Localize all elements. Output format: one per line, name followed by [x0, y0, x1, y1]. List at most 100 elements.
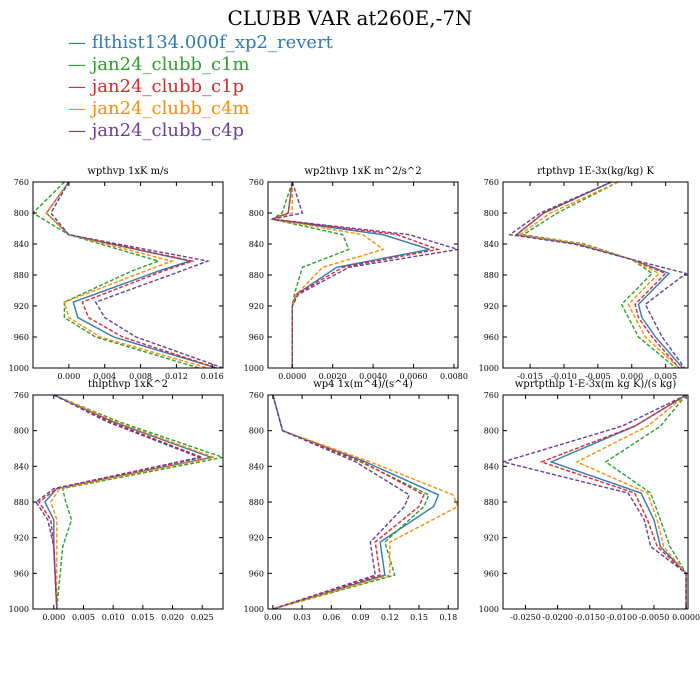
x-tick-label: 0.0080 — [440, 372, 468, 381]
x-tick-label: -0.015 — [517, 372, 543, 381]
y-tick-label: 760 — [249, 178, 264, 187]
legend-item-c4p: — jan24_clubb_c4p — [68, 120, 333, 142]
x-tick-label: 0.00 — [264, 613, 282, 622]
panel-title: wprtpthlp 1-E-3x(m kg K)/(s kg) — [515, 379, 677, 390]
y-tick-label: 760 — [14, 391, 29, 400]
y-tick-label: 840 — [249, 462, 264, 471]
y-tick-label: 920 — [249, 302, 264, 311]
series-line — [272, 395, 425, 609]
y-tick-label: 840 — [14, 462, 29, 471]
series-line — [539, 395, 687, 609]
y-tick-label: 840 — [14, 240, 29, 249]
panel-title: wp4 1x(m^4)/(s^4) — [313, 379, 413, 390]
x-tick-label: 0.000 — [620, 372, 643, 381]
y-tick-label: 960 — [484, 569, 499, 578]
y-tick-label: 880 — [14, 498, 29, 507]
legend-label: — jan24_clubb_c1p — [68, 76, 245, 97]
series-line — [37, 395, 205, 609]
x-tick-label: 0.020 — [161, 613, 184, 622]
x-tick-label: -0.0200 — [542, 613, 573, 622]
series-line — [507, 182, 688, 368]
panel-3: rtpthvp 1E-3x(kg/kg) K 760 800 840 880 920 960… — [479, 166, 689, 381]
x-tick-label: 0.0060 — [400, 372, 428, 381]
figure-title: CLUBB VAR at260E,-7N — [227, 6, 473, 30]
series-line — [271, 182, 441, 368]
x-tick-label: 0.005 — [72, 613, 95, 622]
y-tick-label: 880 — [14, 271, 29, 280]
y-tick-label: 840 — [484, 462, 499, 471]
y-tick-label: 960 — [14, 333, 29, 342]
series-line — [518, 182, 680, 368]
series-line — [270, 182, 350, 368]
series-line — [50, 395, 217, 609]
x-tick-label: 0.15 — [410, 613, 428, 622]
x-tick-label: 0.004 — [93, 372, 116, 381]
y-tick-label: 960 — [14, 569, 29, 578]
panel-1: wpthvp 1xK m/s 760 800 840 880 920 960 1000 0.00… — [9, 166, 224, 381]
y-tick-label: 960 — [249, 333, 264, 342]
x-tick-label: 0.03 — [293, 613, 311, 622]
panel-title: thlpthvp 1xK^2 — [88, 379, 168, 390]
y-tick-label: 760 — [14, 178, 29, 187]
legend-label: — jan24_clubb_c1m — [68, 54, 250, 75]
y-tick-label: 800 — [249, 427, 264, 436]
plot-frame — [502, 394, 689, 610]
x-tick-label: 0.0000 — [672, 613, 700, 622]
x-tick-label: 0.0020 — [319, 372, 347, 381]
series-line — [271, 182, 430, 368]
x-tick-label: 0.18 — [439, 613, 457, 622]
x-tick-label: 0.012 — [165, 372, 188, 381]
panel-2: wp2thvp 1xK m^2/s^2 760 800 840 880 920 960 100… — [244, 166, 468, 381]
series-line — [45, 182, 208, 368]
x-tick-label: 0.005 — [654, 372, 677, 381]
legend-label: — jan24_clubb_c4p — [68, 120, 245, 141]
y-tick-label: 920 — [484, 534, 499, 543]
plot-frame — [267, 394, 459, 610]
series-line — [272, 395, 440, 609]
x-tick-label: 0.008 — [129, 372, 152, 381]
panel-title: rtpthvp 1E-3x(kg/kg) K — [537, 166, 654, 177]
y-tick-label: 760 — [484, 178, 499, 187]
series-line — [521, 182, 677, 368]
y-tick-label: 920 — [14, 302, 29, 311]
y-tick-label: 1000 — [479, 605, 499, 614]
y-tick-label: 880 — [484, 498, 499, 507]
x-tick-label: 0.0040 — [359, 372, 387, 381]
panel-title: wp2thvp 1xK m^2/s^2 — [304, 166, 421, 177]
series-line — [604, 395, 687, 609]
series-line — [35, 395, 202, 609]
y-tick-label: 800 — [484, 427, 499, 436]
legend-item-c4m: — jan24_clubb_c4m — [68, 98, 333, 120]
series-line — [514, 182, 680, 368]
y-tick-label: 920 — [484, 302, 499, 311]
y-tick-label: 880 — [484, 271, 499, 280]
y-tick-label: 960 — [484, 333, 499, 342]
legend-label: — jan24_clubb_c4m — [68, 98, 250, 119]
x-tick-label: 0.06 — [322, 613, 340, 622]
x-tick-label: 0.016 — [201, 372, 224, 381]
x-tick-label: -0.005 — [585, 372, 611, 381]
series-line — [575, 395, 687, 609]
y-tick-label: 1000 — [9, 364, 29, 373]
x-tick-label: 0.0000 — [278, 372, 306, 381]
y-tick-label: 920 — [14, 534, 29, 543]
x-tick-label: -0.0050 — [639, 613, 670, 622]
x-tick-label: 0.000 — [42, 613, 65, 622]
series-line — [33, 182, 200, 368]
series-line — [45, 182, 217, 368]
y-tick-label: 1000 — [244, 605, 264, 614]
series-line — [50, 182, 223, 368]
y-tick-label: 840 — [484, 240, 499, 249]
y-tick-label: 1000 — [9, 605, 29, 614]
panel-title: wpthvp 1xK m/s — [87, 166, 168, 177]
legend-item-xp2-revert: — flthist134.000f_xp2_revert — [68, 32, 333, 54]
x-tick-label: 0.000 — [57, 372, 80, 381]
x-tick-label: -0.0250 — [510, 613, 541, 622]
panel-5: wp4 1x(m^4)/(s^4)76080084088092096010000… — [244, 379, 459, 622]
y-tick-label: 1000 — [479, 364, 499, 373]
series-line — [503, 395, 687, 609]
series-line — [272, 395, 430, 609]
x-tick-label: 0.09 — [352, 613, 370, 622]
y-tick-label: 760 — [249, 391, 264, 400]
